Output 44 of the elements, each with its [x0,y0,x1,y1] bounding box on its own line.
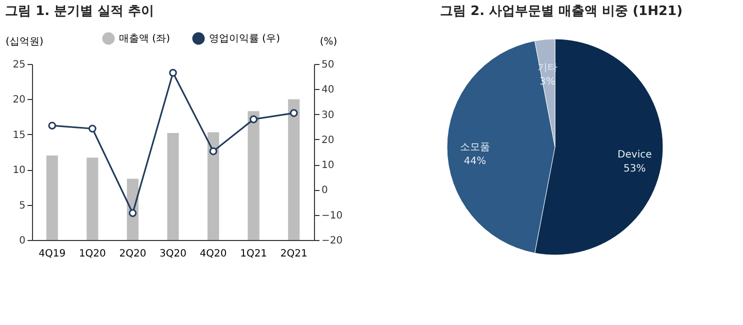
y2-tick-label: 50 [322,60,334,70]
point [128,209,137,218]
x-tick-label: 1Q20 [78,248,106,260]
data-label: 44% [464,156,486,167]
y2-tick-label: 30 [322,110,334,121]
data-label: 53% [624,164,646,175]
y2-axis-title: (%) [320,36,338,48]
point [209,147,218,156]
chart-title: 그림 1. 분기별 실적 추이 [5,4,154,19]
x-tick-label: 1Q21 [240,248,268,260]
y-tick-label: 0 [19,236,26,246]
y-tick-label: 10 [12,165,26,176]
bar [46,156,58,240]
bar [167,132,179,240]
legend-label: 영업이익률 (우) [209,34,280,45]
y2-tick-label: 20 [322,134,334,146]
point [48,122,56,130]
chart-title: 그림 2. 사업부문별 매출액 비중 (1H21) [440,4,683,19]
y-tick-label: 5 [19,200,26,212]
point [169,68,177,77]
x-tick-label: 4Q19 [38,248,66,260]
y-axis-title: (십억원) [6,36,44,48]
bar [86,158,98,240]
bar [248,111,260,240]
y-tick-label: 25 [12,60,26,70]
y-tick-label: 15 [12,130,26,141]
point [88,124,96,133]
x-tick-label: 2Q21 [280,248,308,260]
slice-label: 소모품 [460,142,490,153]
y2-tick-label: −10 [322,210,343,222]
y2-tick-label: 40 [322,84,334,96]
point [290,109,298,117]
bar [207,132,220,240]
x-tick-label: 4Q20 [200,248,227,260]
y2-tick-label: 0 [322,185,328,196]
y2-tick-label: 10 [322,160,334,172]
x-tick-label: 3Q20 [160,248,186,260]
x-tick-label: 2Q20 [119,248,146,260]
y2-tick-label: −20 [322,236,343,246]
bar [288,99,300,240]
legend-label: 매출액 (좌) [119,34,170,45]
y-tick-label: 20 [12,94,26,106]
slice-label: Device [618,150,652,161]
point [250,115,258,124]
